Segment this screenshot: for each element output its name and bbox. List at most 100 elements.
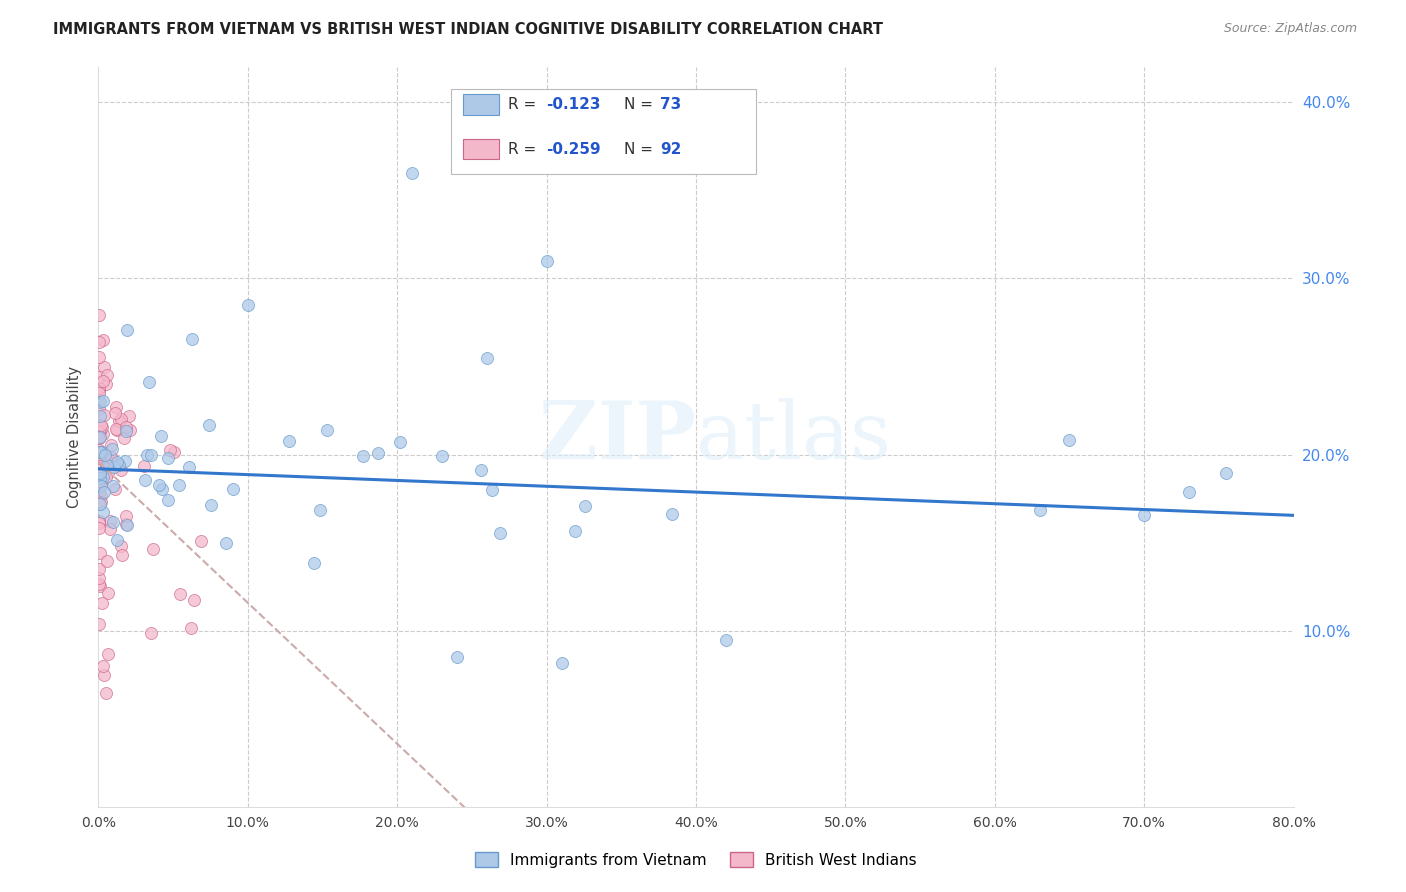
Point — [87, 384, 110, 399]
Point — [150, 429, 173, 443]
Point — [87, 562, 110, 576]
FancyBboxPatch shape — [451, 89, 756, 174]
Text: 73: 73 — [661, 97, 682, 112]
Point — [1178, 484, 1201, 499]
Point — [167, 477, 190, 491]
Point — [89, 425, 111, 439]
Point — [236, 298, 259, 312]
Point — [90, 495, 112, 509]
Point — [107, 423, 129, 437]
Point — [87, 424, 110, 438]
Point — [89, 494, 111, 508]
Point — [157, 450, 180, 465]
Point — [1059, 434, 1081, 448]
Point — [100, 442, 122, 456]
Point — [661, 507, 683, 521]
Point — [87, 577, 110, 591]
Point — [90, 451, 112, 466]
Point — [114, 420, 136, 434]
Point — [94, 458, 117, 472]
Point — [93, 484, 115, 499]
Point — [90, 476, 112, 491]
Point — [112, 431, 135, 445]
Point — [89, 430, 111, 444]
Point — [93, 448, 115, 462]
Point — [87, 425, 110, 440]
Text: 92: 92 — [661, 142, 682, 157]
Point — [94, 377, 117, 392]
Point — [150, 482, 173, 496]
Point — [564, 524, 586, 539]
Point — [90, 444, 112, 458]
Point — [96, 554, 118, 568]
Point — [714, 632, 737, 647]
Point — [87, 497, 110, 511]
Text: R =: R = — [509, 97, 541, 112]
Point — [98, 514, 121, 528]
Point — [87, 514, 110, 528]
Point — [87, 475, 110, 490]
Point — [118, 409, 141, 423]
Point — [89, 444, 111, 458]
Point — [101, 515, 124, 529]
Point — [138, 375, 160, 389]
Point — [89, 393, 111, 408]
Point — [89, 402, 111, 417]
Point — [89, 521, 111, 535]
Point — [89, 497, 111, 511]
Point — [107, 533, 129, 548]
Point — [87, 443, 110, 458]
Point — [107, 414, 129, 428]
Point — [87, 474, 110, 488]
Point — [87, 335, 110, 350]
Point — [87, 496, 110, 510]
Text: R =: R = — [509, 142, 541, 157]
Point — [159, 442, 181, 457]
Point — [87, 369, 110, 384]
Point — [141, 626, 163, 640]
Bar — [463, 95, 499, 115]
Point — [190, 534, 212, 549]
Point — [97, 647, 120, 661]
Point — [110, 412, 132, 426]
Point — [105, 422, 128, 436]
Point — [91, 394, 114, 409]
Point — [94, 469, 117, 483]
Point — [87, 571, 110, 585]
Point — [309, 503, 332, 517]
Point — [91, 420, 114, 434]
Point — [1133, 508, 1156, 523]
Point — [142, 541, 165, 556]
Point — [87, 616, 110, 631]
Point — [169, 587, 191, 601]
Point — [114, 454, 136, 468]
Point — [97, 466, 120, 480]
Point — [93, 505, 115, 519]
Point — [87, 498, 110, 512]
Point — [89, 579, 111, 593]
Point — [163, 445, 186, 459]
Legend: Immigrants from Vietnam, British West Indians: Immigrants from Vietnam, British West In… — [470, 846, 922, 873]
Point — [87, 449, 110, 463]
Point — [180, 332, 202, 346]
Point — [87, 350, 110, 364]
Text: N =: N = — [624, 97, 658, 112]
Point — [96, 368, 118, 383]
Text: Source: ZipAtlas.com: Source: ZipAtlas.com — [1223, 22, 1357, 36]
Point — [157, 492, 180, 507]
Point — [115, 516, 138, 531]
Point — [139, 448, 162, 462]
Point — [98, 457, 121, 471]
Point — [107, 458, 129, 473]
Point — [401, 166, 423, 180]
Point — [215, 536, 238, 550]
Point — [98, 455, 121, 469]
Y-axis label: Cognitive Disability: Cognitive Disability — [67, 366, 83, 508]
Point — [1215, 467, 1237, 481]
Point — [536, 253, 558, 268]
Point — [198, 417, 221, 432]
Point — [115, 518, 138, 533]
Point — [90, 417, 112, 432]
Point — [87, 485, 110, 500]
Point — [87, 308, 110, 322]
